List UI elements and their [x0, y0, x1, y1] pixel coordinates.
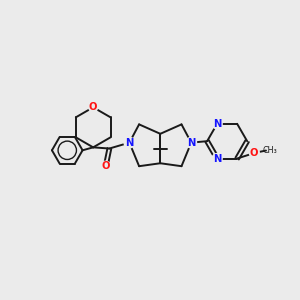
Circle shape: [124, 137, 135, 148]
Circle shape: [249, 148, 259, 158]
Text: N: N: [213, 119, 221, 129]
Circle shape: [101, 161, 110, 170]
Text: N: N: [125, 138, 134, 148]
Text: CH₃: CH₃: [262, 146, 277, 155]
Circle shape: [186, 137, 196, 148]
Text: N: N: [213, 154, 221, 164]
Circle shape: [212, 119, 222, 129]
Text: O: O: [250, 148, 259, 158]
Text: O: O: [89, 102, 98, 112]
Circle shape: [212, 154, 222, 164]
Circle shape: [89, 103, 98, 112]
Text: N: N: [187, 138, 195, 148]
Text: O: O: [102, 160, 110, 171]
